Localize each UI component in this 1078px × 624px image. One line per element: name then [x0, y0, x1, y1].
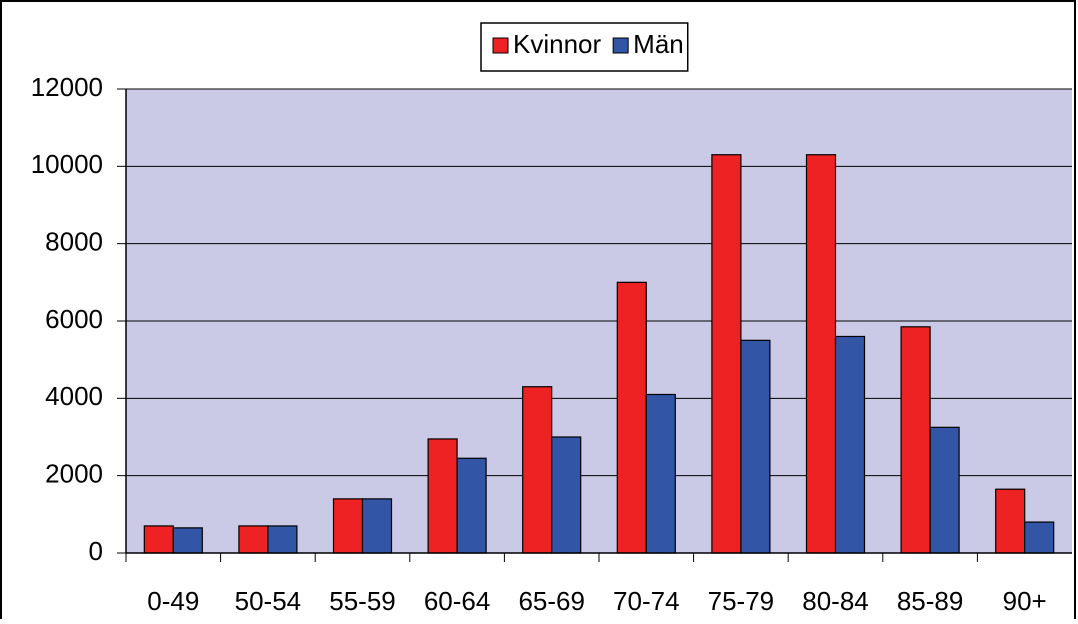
bar	[1024, 521, 1055, 554]
legend-swatch	[492, 37, 509, 54]
bar	[551, 436, 582, 554]
y-tick-label: 8000	[45, 227, 103, 257]
bar	[645, 393, 676, 554]
legend-label: Män	[633, 29, 684, 59]
bar	[361, 498, 393, 554]
legend-box	[480, 22, 689, 72]
bar	[929, 426, 960, 554]
bar	[172, 527, 203, 554]
bar	[616, 281, 647, 554]
bar	[267, 525, 298, 554]
y-tick-label: 4000	[45, 381, 103, 411]
legend-label: Kvinnor	[513, 29, 601, 59]
x-tick-label: 50-54	[235, 586, 302, 616]
x-tick-label: 55-59	[329, 586, 396, 616]
bar	[900, 326, 931, 554]
x-tick-label: 75-79	[708, 586, 775, 616]
x-tick-label: 90+	[1003, 586, 1047, 616]
bar	[456, 457, 487, 554]
y-tick-label: 2000	[45, 459, 103, 489]
x-tick-label: 85-89	[897, 586, 964, 616]
bar	[143, 525, 174, 554]
bar	[427, 438, 458, 554]
bar	[522, 386, 553, 554]
y-tick-label: 0	[89, 536, 103, 566]
bar	[995, 488, 1026, 554]
legend-swatch	[612, 37, 629, 54]
x-tick-label: 80-84	[802, 586, 869, 616]
legend: Kvinnor Män	[480, 22, 689, 72]
bar	[238, 525, 269, 554]
y-tick-label: 12000	[31, 72, 103, 102]
x-tick-label: 65-69	[518, 586, 585, 616]
x-tick-label: 70-74	[613, 586, 680, 616]
bar	[740, 339, 771, 554]
bar	[805, 154, 837, 554]
bar	[711, 154, 742, 554]
bar	[332, 498, 364, 554]
x-tick-label: 0-49	[147, 586, 199, 616]
bar	[834, 335, 866, 554]
y-tick-label: 10000	[31, 149, 103, 179]
x-tick-label: 60-64	[424, 586, 491, 616]
y-tick-label: 6000	[45, 304, 103, 334]
